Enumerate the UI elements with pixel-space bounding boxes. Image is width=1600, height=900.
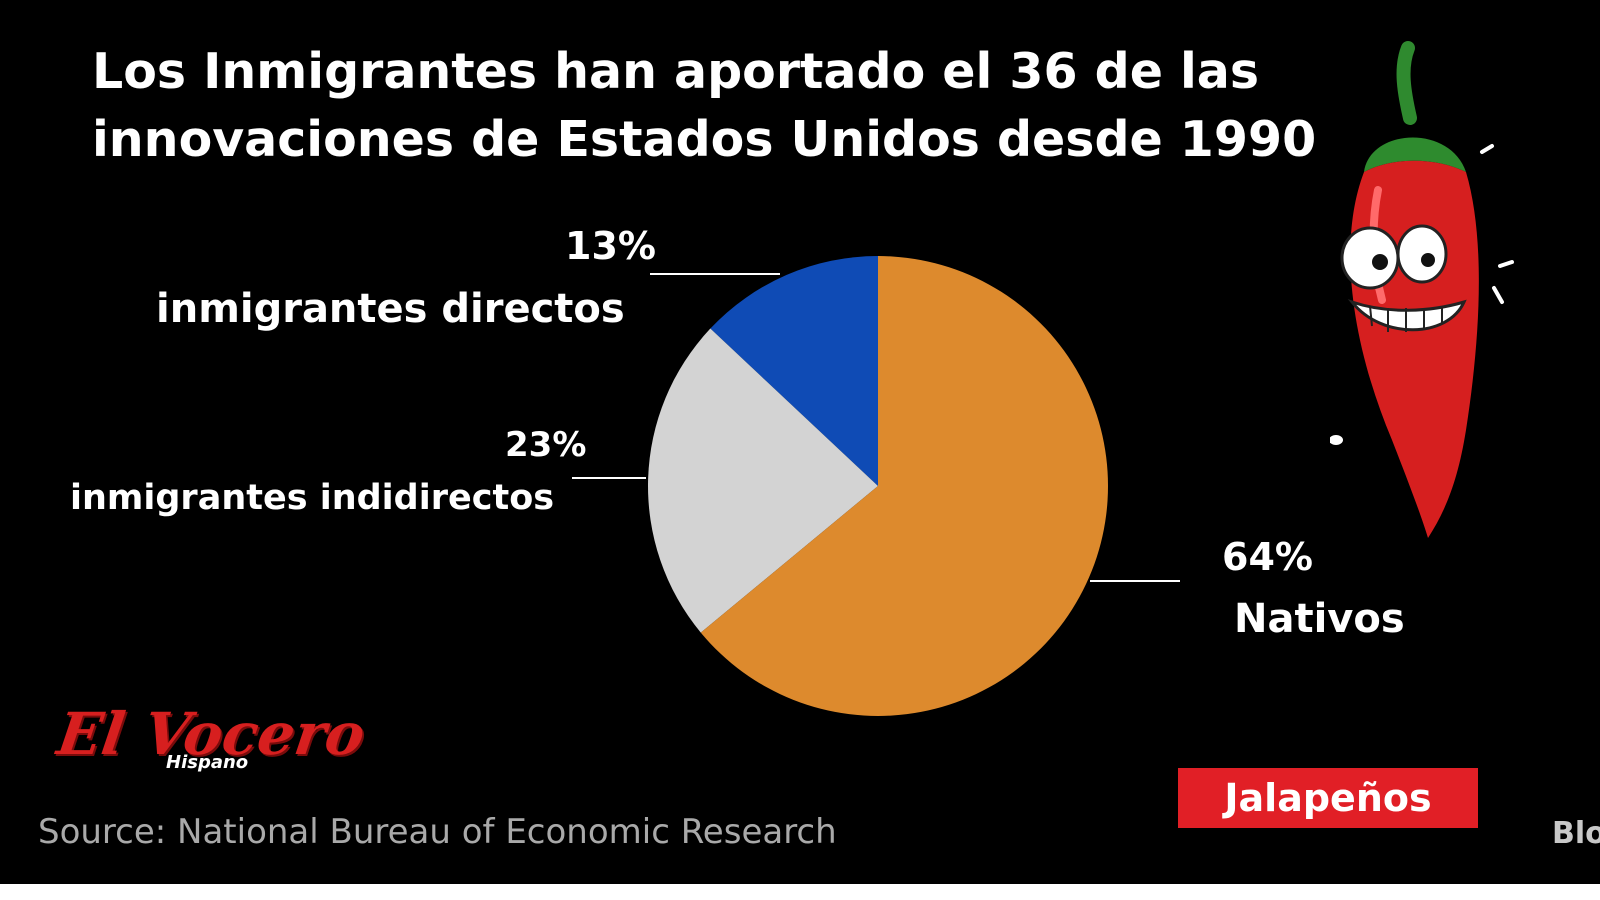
title-line-1: Los Inmigrantes han aportado el 36 de la… <box>92 43 1260 100</box>
slice-name-label-indirectos: inmigrantes indidirectos <box>70 478 555 518</box>
corner-fragment-text: Blo <box>1552 816 1600 851</box>
chili-pepper-mascot-icon <box>1330 41 1514 538</box>
el-vocero-logo: El Vocero Hispano <box>53 700 369 780</box>
chart-title: Los Inmigrantes han aportado el 36 de la… <box>92 38 1342 174</box>
jalapenos-badge: Jalapeños <box>1178 768 1478 828</box>
slice-value-label-nativos: 64% <box>1222 535 1313 579</box>
slice-value-label-indirectos: 23% <box>505 425 587 465</box>
source-note: Source: National Bureau of Economic Rese… <box>38 812 837 852</box>
bottom-divider <box>0 884 1600 900</box>
pie-slice-nativos <box>700 256 1108 716</box>
slice-name-label-directos: inmigrantes directos <box>156 286 625 332</box>
slice-value-label-directos: 13% <box>565 224 656 268</box>
title-line-2: innovaciones de Estados Unidos desde 199… <box>92 111 1317 168</box>
pie-slice-indirectos <box>648 328 878 633</box>
pie-slice-directos <box>710 256 878 486</box>
slice-name-label-nativos: Nativos <box>1234 596 1405 642</box>
logo-sub-text: Hispano <box>166 752 249 773</box>
